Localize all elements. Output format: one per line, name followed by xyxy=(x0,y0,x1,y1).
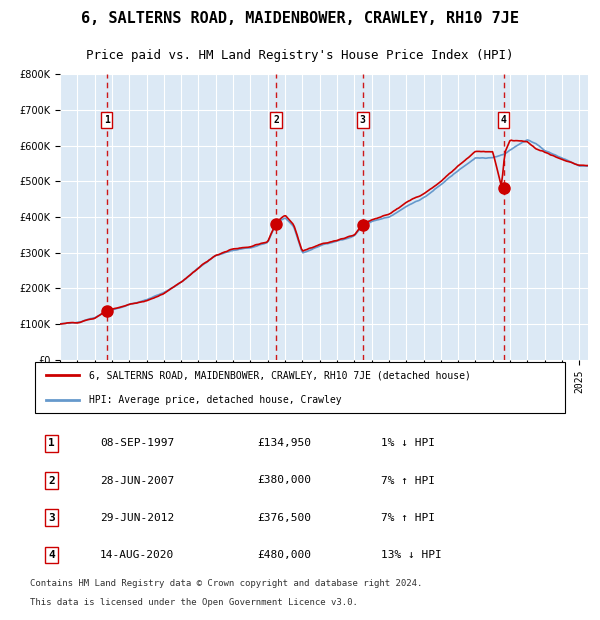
Text: 3: 3 xyxy=(48,513,55,523)
Text: 14-AUG-2020: 14-AUG-2020 xyxy=(100,550,175,560)
Text: Contains HM Land Registry data © Crown copyright and database right 2024.: Contains HM Land Registry data © Crown c… xyxy=(30,579,422,588)
Text: 3: 3 xyxy=(360,115,366,125)
Text: Price paid vs. HM Land Registry's House Price Index (HPI): Price paid vs. HM Land Registry's House … xyxy=(86,50,514,62)
Text: 13% ↓ HPI: 13% ↓ HPI xyxy=(381,550,442,560)
Text: HPI: Average price, detached house, Crawley: HPI: Average price, detached house, Craw… xyxy=(89,395,342,405)
Text: 2: 2 xyxy=(273,115,279,125)
Text: 1: 1 xyxy=(104,115,110,125)
Text: 4: 4 xyxy=(48,550,55,560)
Text: 2: 2 xyxy=(48,476,55,485)
Text: 6, SALTERNS ROAD, MAIDENBOWER, CRAWLEY, RH10 7JE: 6, SALTERNS ROAD, MAIDENBOWER, CRAWLEY, … xyxy=(81,11,519,26)
Text: 7% ↑ HPI: 7% ↑ HPI xyxy=(381,476,435,485)
Text: 4: 4 xyxy=(500,115,506,125)
Text: 29-JUN-2012: 29-JUN-2012 xyxy=(100,513,175,523)
Text: £380,000: £380,000 xyxy=(257,476,311,485)
Text: £376,500: £376,500 xyxy=(257,513,311,523)
Text: 1% ↓ HPI: 1% ↓ HPI xyxy=(381,438,435,448)
Text: 7% ↑ HPI: 7% ↑ HPI xyxy=(381,513,435,523)
Text: £134,950: £134,950 xyxy=(257,438,311,448)
Text: 28-JUN-2007: 28-JUN-2007 xyxy=(100,476,175,485)
FancyBboxPatch shape xyxy=(35,362,565,413)
Text: 1: 1 xyxy=(48,438,55,448)
Text: This data is licensed under the Open Government Licence v3.0.: This data is licensed under the Open Gov… xyxy=(30,598,358,608)
Text: 6, SALTERNS ROAD, MAIDENBOWER, CRAWLEY, RH10 7JE (detached house): 6, SALTERNS ROAD, MAIDENBOWER, CRAWLEY, … xyxy=(89,370,471,380)
Text: £480,000: £480,000 xyxy=(257,550,311,560)
Text: 08-SEP-1997: 08-SEP-1997 xyxy=(100,438,175,448)
